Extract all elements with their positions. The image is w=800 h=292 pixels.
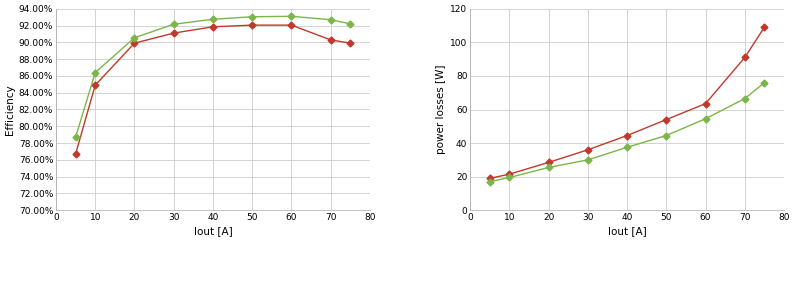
100V F7 technology bbox=[208, 18, 218, 21]
100V F7 technology bbox=[583, 158, 593, 162]
Planar technology bbox=[544, 161, 554, 164]
Y-axis label: power losses [W]: power losses [W] bbox=[436, 65, 446, 154]
100V F7 technology bbox=[346, 22, 355, 26]
Planar technology bbox=[286, 23, 296, 27]
100V F7 technology bbox=[622, 145, 632, 149]
Line: 100V F7 technology: 100V F7 technology bbox=[487, 80, 767, 184]
Planar technology bbox=[71, 152, 81, 156]
Planar technology bbox=[485, 177, 494, 180]
X-axis label: Iout [A]: Iout [A] bbox=[194, 226, 232, 236]
100V F7 technology bbox=[701, 117, 710, 121]
100V F7 technology bbox=[485, 180, 494, 183]
100V F7 technology bbox=[90, 71, 100, 74]
Planar technology bbox=[208, 25, 218, 29]
100V F7 technology bbox=[759, 81, 769, 84]
Planar technology bbox=[583, 148, 593, 152]
Planar technology bbox=[701, 102, 710, 105]
Planar technology bbox=[130, 41, 139, 45]
Line: 100V F7 technology: 100V F7 technology bbox=[73, 14, 353, 140]
X-axis label: Iout [A]: Iout [A] bbox=[608, 226, 646, 236]
100V F7 technology bbox=[662, 134, 671, 137]
Planar technology bbox=[505, 172, 514, 176]
Planar technology bbox=[326, 38, 335, 41]
100V F7 technology bbox=[286, 15, 296, 18]
Line: Planar technology: Planar technology bbox=[73, 23, 353, 157]
Planar technology bbox=[90, 84, 100, 87]
100V F7 technology bbox=[544, 166, 554, 169]
Y-axis label: Efficiency: Efficiency bbox=[5, 84, 14, 135]
100V F7 technology bbox=[505, 176, 514, 179]
Planar technology bbox=[759, 25, 769, 29]
Planar technology bbox=[346, 41, 355, 45]
Planar technology bbox=[169, 31, 178, 35]
100V F7 technology bbox=[740, 97, 750, 100]
Planar technology bbox=[662, 118, 671, 121]
100V F7 technology bbox=[169, 22, 178, 26]
Planar technology bbox=[247, 23, 257, 27]
100V F7 technology bbox=[247, 15, 257, 18]
Planar technology bbox=[740, 56, 750, 59]
100V F7 technology bbox=[130, 36, 139, 39]
100V F7 technology bbox=[326, 18, 335, 21]
100V F7 technology bbox=[71, 135, 81, 139]
Line: Planar technology: Planar technology bbox=[487, 25, 767, 181]
Planar technology bbox=[622, 134, 632, 137]
